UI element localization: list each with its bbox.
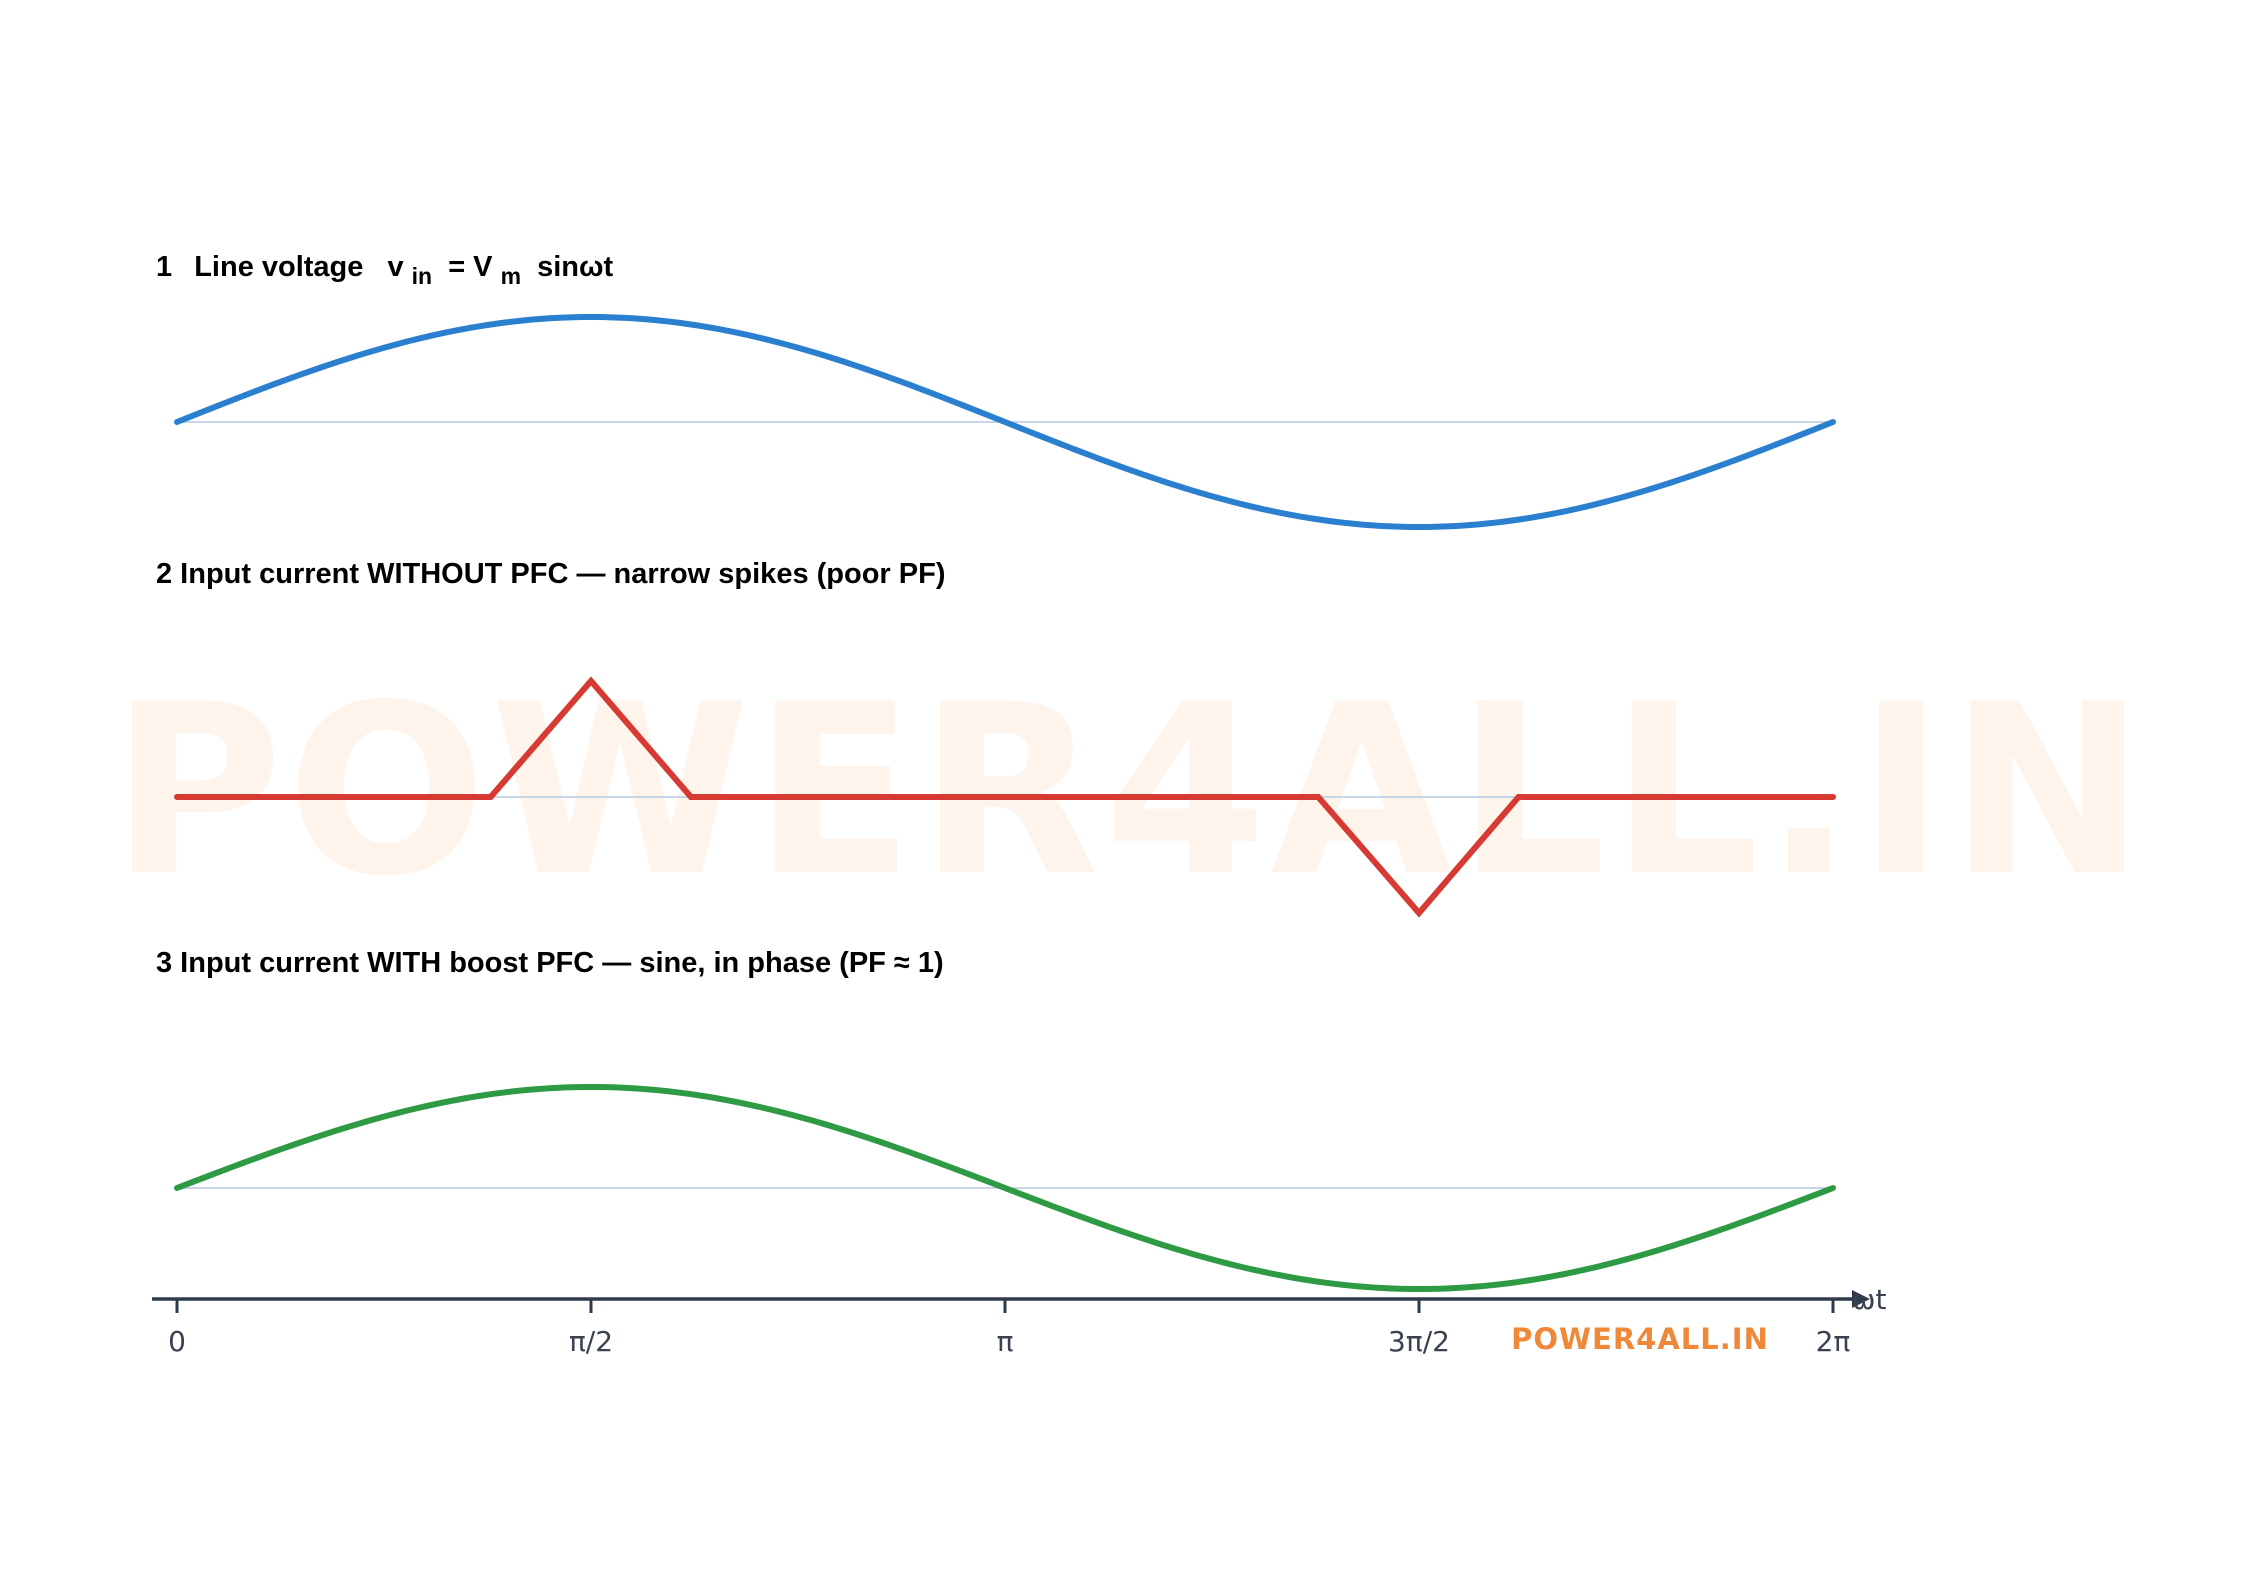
panel-1-vm-subscript: m bbox=[501, 263, 521, 289]
panel-1-v-subscript: in bbox=[412, 263, 432, 289]
x-tick-label: π bbox=[997, 1325, 1014, 1358]
x-axis-arrow-icon bbox=[1852, 1290, 1870, 1308]
x-tick-label: π/2 bbox=[569, 1325, 613, 1358]
panel-1-equals-vm: = V bbox=[448, 251, 493, 283]
panel-2-title: 2 Input current WITHOUT PFC — narrow spi… bbox=[156, 558, 946, 590]
current-without-pfc-series bbox=[174, 676, 1836, 918]
panel-1-v: v bbox=[387, 251, 403, 283]
line-voltage-series bbox=[174, 314, 1836, 530]
watermark-text: POWER4ALL.IN bbox=[111, 655, 2150, 928]
panel-1-sin-term: sinωt bbox=[537, 251, 613, 283]
current-with-pfc-series bbox=[174, 1084, 1836, 1292]
x-tick-label: 0 bbox=[168, 1325, 186, 1358]
panel-1-number: 1 bbox=[156, 251, 172, 283]
x-axis-ticks: 0 π/2 π 3π/2 2π bbox=[168, 1299, 1850, 1358]
panel-3-title: 3 Input current WITH boost PFC — sine, i… bbox=[156, 947, 944, 979]
panel-1-title: 1 Line voltage v in = V m sinωt bbox=[156, 251, 614, 291]
x-axis-label: ωt bbox=[1852, 1283, 1886, 1316]
x-tick-label: 2π bbox=[1816, 1325, 1851, 1358]
x-tick-label: 3π/2 bbox=[1388, 1325, 1450, 1358]
brand-label: POWER4ALL.IN bbox=[1511, 1322, 1769, 1356]
panel-1-label: Line voltage bbox=[194, 251, 363, 283]
